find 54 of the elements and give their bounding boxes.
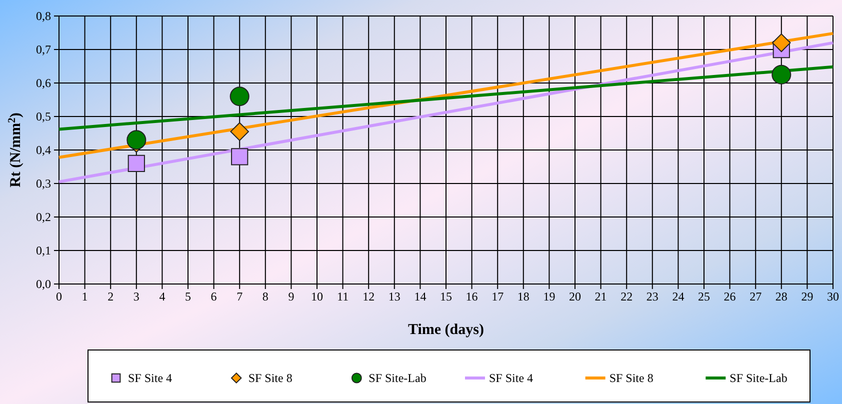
x-tick-label: 7 [236, 290, 243, 304]
x-tick-label: 0 [56, 290, 62, 304]
x-tick-label: 9 [288, 290, 294, 304]
x-tick-label: 22 [620, 290, 633, 304]
x-tick-label: 15 [440, 290, 452, 304]
x-tick-label: 14 [414, 290, 426, 304]
y-tick-label: 0,0 [36, 276, 51, 291]
x-tick-label: 11 [337, 290, 349, 304]
x-tick-label: 3 [133, 290, 140, 304]
legend-label: SF Site-Lab [368, 371, 426, 385]
y-tick-label: 0,7 [36, 42, 51, 56]
x-tick-label: 2 [108, 290, 114, 304]
y-tick-label: 0,2 [36, 210, 51, 224]
x-tick-label: 21 [594, 290, 607, 304]
x-axis-title: Time (days) [408, 322, 484, 338]
point [772, 33, 791, 52]
y-tick-label: 0,6 [36, 76, 51, 90]
x-tick-label: 1 [82, 290, 88, 304]
x-tick-label: 4 [159, 290, 166, 304]
point [230, 86, 250, 106]
point [128, 154, 145, 172]
x-tick-label: 29 [801, 290, 814, 304]
y-tick-label: 0,5 [36, 109, 51, 124]
x-tick-label: 24 [672, 290, 684, 304]
point [126, 130, 146, 150]
legend-label: SF Site 8 [248, 371, 292, 385]
x-tick-label: 8 [262, 290, 268, 304]
point [231, 148, 248, 166]
x-tick-label: 28 [775, 290, 788, 304]
legend-label: SF Site-Lab [730, 371, 788, 385]
y-tick-label: 0,4 [36, 142, 51, 157]
x-tick-label: 10 [311, 290, 323, 304]
y-tick-label: 0,3 [36, 176, 51, 190]
legend-label: SF Site 8 [609, 371, 654, 385]
x-tick-label: 20 [569, 290, 581, 304]
x-tick-label: 5 [185, 290, 191, 304]
x-tick-label: 12 [362, 290, 375, 304]
x-tick-label: 25 [698, 290, 710, 304]
x-tick-label: 18 [517, 290, 530, 304]
x-tick-label: 27 [750, 290, 762, 304]
point [772, 64, 792, 84]
x-tick-label: 23 [646, 290, 658, 304]
x-tick-label: 13 [388, 290, 400, 304]
x-tick-label: 30 [827, 290, 839, 304]
point [230, 122, 249, 141]
x-tick-label: 26 [724, 290, 736, 304]
legend-label: SF Site 4 [128, 371, 172, 385]
x-tick-label: 17 [492, 290, 504, 304]
legend-label: SF Site 4 [489, 371, 534, 385]
x-tick-label: 16 [466, 290, 478, 304]
x-tick-label: 19 [543, 290, 556, 304]
y-tick-label: 0,8 [36, 8, 51, 23]
y-tick-label: 0,1 [36, 243, 51, 258]
x-tick-label: 6 [210, 290, 217, 304]
